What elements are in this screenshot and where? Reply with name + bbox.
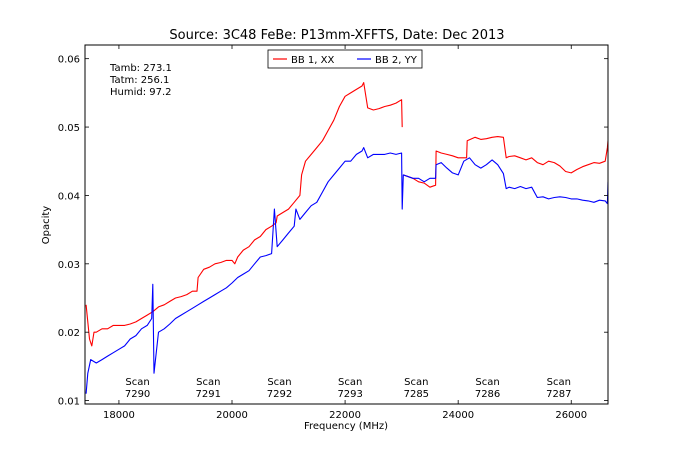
y-tick-label: 0.04: [58, 191, 80, 202]
legend: BB 1, XX BB 2, YY: [267, 49, 423, 69]
x-tick-label: 20000: [216, 410, 248, 421]
plot-background: [85, 45, 608, 404]
scan-number: 7286: [475, 389, 500, 400]
tamb-label: Tamb: 273.1: [109, 63, 172, 74]
scan-number: 7285: [404, 389, 429, 400]
scan-label: Scan: [547, 377, 571, 388]
y-tick-label: 0.06: [58, 55, 80, 66]
y-tick-label: 0.03: [58, 260, 80, 271]
scan-number: 7290: [125, 389, 150, 400]
legend-label-bb1: BB 1, XX: [291, 55, 334, 66]
scan-number: 7287: [546, 389, 571, 400]
chart-title: Source: 3C48 FeBe: P13mm-XFFTS, Date: De…: [169, 28, 504, 43]
x-tick-label: 18000: [103, 410, 135, 421]
series-layer: [85, 82, 608, 394]
y-tick-label: 0.05: [58, 123, 80, 134]
tick-layer: 18000 20000 22000 24000 26000 0.01 0.02 0.03 0.0…: [58, 45, 608, 421]
x-tick-label: 26000: [555, 410, 587, 421]
y-tick-label: 0.02: [58, 328, 80, 339]
y-tick-label: 0.01: [58, 397, 80, 408]
plot-frame: [84, 44, 609, 405]
scan-labels: Scan7290Scan7291Scan7292Scan7293Scan7285…: [125, 377, 572, 400]
tatm-label: Tatm: 256.1: [109, 75, 169, 86]
x-tick-label: 22000: [329, 410, 361, 421]
y-axis-label: Opacity: [41, 206, 52, 245]
series-line-2: [85, 147, 608, 394]
plot-area: 18000 20000 22000 24000 26000 0.01 0.02 0.03 0.0…: [58, 44, 609, 421]
scan-label: Scan: [475, 377, 499, 388]
scan-number: 7292: [267, 389, 292, 400]
scan-label: Scan: [125, 377, 149, 388]
conditions-annotation: Tamb: 273.1 Tatm: 256.1 Humid: 97.2: [109, 63, 172, 98]
series-line-1: [85, 82, 608, 347]
scan-label: Scan: [338, 377, 362, 388]
x-tick-label: 24000: [442, 410, 474, 421]
x-axis-label: Frequency (MHz): [304, 421, 388, 432]
legend-box: [267, 49, 423, 69]
scan-label: Scan: [404, 377, 428, 388]
humid-label: Humid: 97.2: [110, 87, 172, 98]
scan-number: 7293: [337, 389, 362, 400]
scan-label: Scan: [267, 377, 291, 388]
legend-label-bb2: BB 2, YY: [375, 55, 418, 66]
scan-number: 7291: [196, 389, 221, 400]
scan-label: Scan: [196, 377, 220, 388]
